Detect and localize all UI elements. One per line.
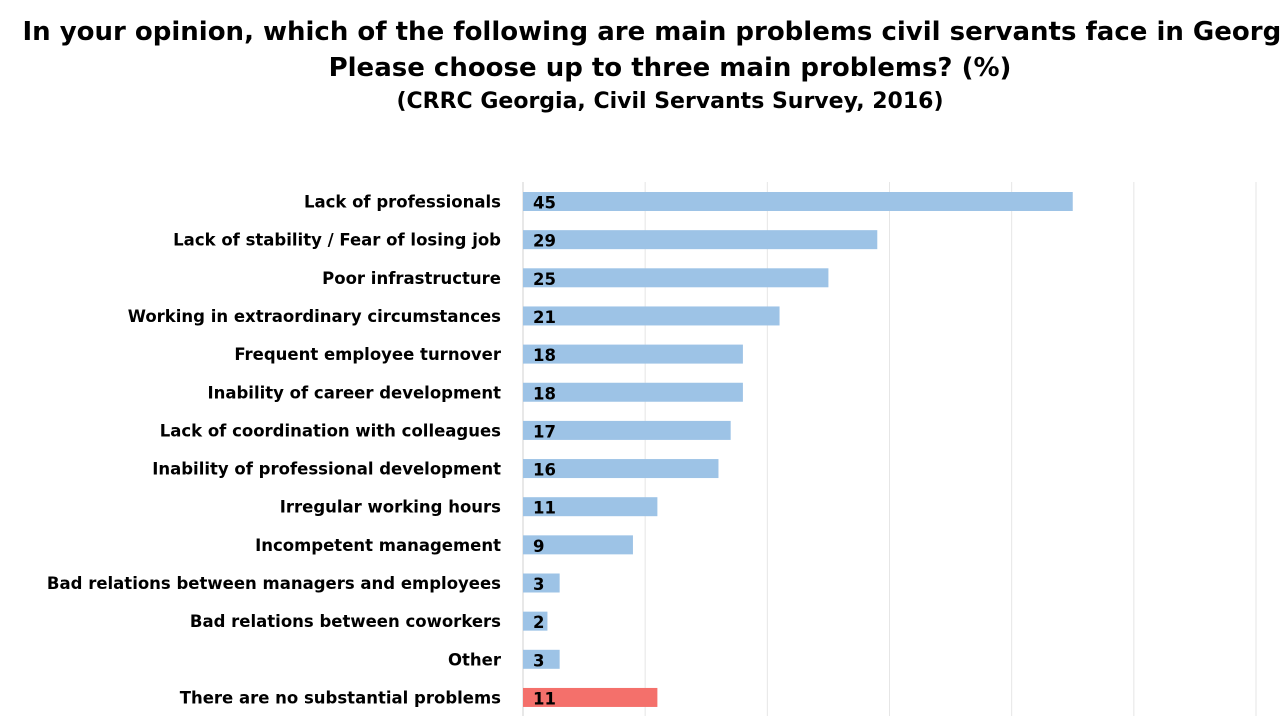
category-label: Lack of stability / Fear of losing job [173,231,501,250]
data-label: 9 [533,537,544,556]
data-label: 21 [533,308,556,327]
bar [523,573,560,593]
data-label: 11 [533,689,556,708]
category-label: Incompetent management [255,536,501,555]
data-label: 16 [533,461,556,480]
bar [523,306,780,326]
data-label: 18 [533,346,556,365]
bar [523,687,658,707]
bar [523,230,878,250]
category-label: Bad relations between coworkers [190,612,501,631]
category-label: Lack of coordination with colleagues [160,421,501,440]
category-label: Irregular working hours [280,498,501,517]
bar [523,420,731,440]
bar [523,497,658,517]
data-label: 29 [533,232,556,251]
category-label: There are no substantial problems [180,688,501,707]
value-labels: 45 29 25 21 18 18 17 16 11 9 3 2 3 11 [533,194,556,709]
data-label: 17 [533,422,556,441]
bar [523,649,560,669]
data-label: 18 [533,384,556,403]
category-label: Other [448,650,502,669]
category-labels: Lack of professionals Lack of stability /… [47,193,502,708]
data-label: 25 [533,270,556,289]
bar [523,535,633,555]
category-label: Inability of career development [207,383,501,402]
category-label: Inability of professional development [152,460,501,479]
bar [523,382,743,402]
bars [523,192,1073,707]
data-label: 45 [533,194,556,213]
bar [523,344,743,364]
data-label: 3 [533,651,544,670]
bar [523,192,1073,211]
gridlines [522,182,1257,716]
category-label: Lack of professionals [304,193,501,212]
bar [523,268,829,288]
category-label: Bad relations between managers and emplo… [47,574,501,593]
data-label: 3 [533,575,544,594]
chart-title: In your opinion, which of the following … [22,17,1280,83]
chart-title-block: In your opinion, which of the following … [0,14,1280,118]
category-label: Poor infrastructure [322,269,501,288]
category-label: Frequent employee turnover [234,345,502,364]
data-label: 2 [533,613,544,632]
data-label: 11 [533,499,556,518]
bar [523,459,719,479]
chart-subtitle: (CRRC Georgia, Civil Servants Survey, 20… [396,89,944,114]
bar [523,611,548,631]
category-label: Working in extraordinary circumstances [128,307,501,326]
